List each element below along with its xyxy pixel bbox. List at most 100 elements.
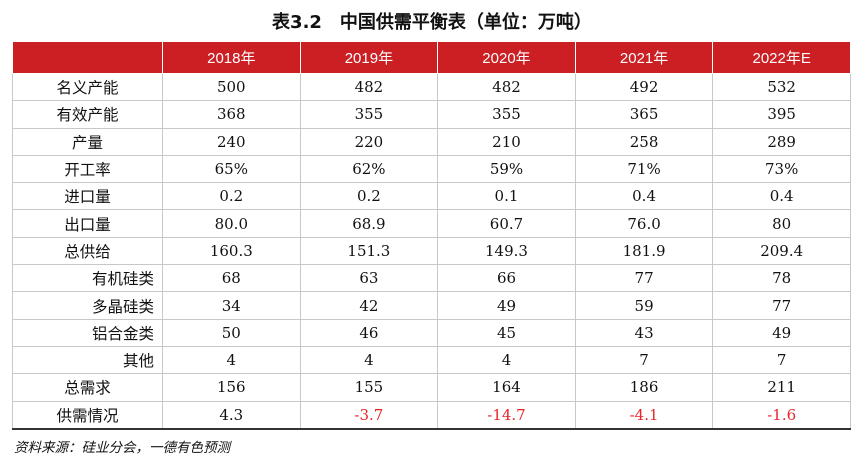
table-cell: 43 [574,318,714,347]
table-row: 名义产能 500 482 482 492 532 [12,72,851,102]
table-cell: -3.7 [299,400,439,430]
table-row: 有效产能 368 355 355 365 395 [12,100,851,129]
table-cell: 0.2 [299,182,439,211]
table-cell: -14.7 [437,400,576,430]
source-note: 资料来源：硅业分会，一德有色预测 [14,440,230,456]
table-cell: 209.4 [712,236,851,266]
row-label: 总供给 [12,236,163,266]
table-cell: 80 [712,209,851,238]
table-cell: 151.3 [299,236,439,266]
table-cell: 492 [574,72,714,102]
table-cell: 60.7 [437,209,576,238]
row-label: 开工率 [12,154,163,184]
row-label: 其他 [12,345,163,375]
table-cell: -4.1 [574,400,714,430]
table-cell: 164 [437,373,576,402]
table-row: 供需情况 4.3 -3.7 -14.7 -4.1 -1.6 [12,400,851,430]
table-cell: 365 [574,100,714,129]
table-row: 其他 4 4 4 7 7 [12,345,851,375]
table-cell: 355 [437,100,576,129]
table-cell: 45 [437,318,576,347]
row-label: 铝合金类 [12,318,163,347]
table-cell: 76.0 [574,209,714,238]
header-year-2018: 2018年 [162,42,301,74]
table-cell: 63 [299,264,439,293]
header-row: 2018年 2019年 2020年 2021年 2022年E [12,42,851,74]
table-row: 多晶硅类 34 42 49 59 77 [12,291,851,320]
table-cell: 7 [712,345,851,375]
table-cell: 7 [574,345,714,375]
table-cell: 77 [574,264,714,293]
table-cell: 160.3 [162,236,301,266]
table-row: 有机硅类 68 63 66 77 78 [12,264,851,293]
row-label: 有效产能 [12,100,163,129]
supply-demand-table: 2018年 2019年 2020年 2021年 2022年E 名义产能 500 48… [12,42,851,430]
table-cell: 220 [299,127,439,156]
header-year-2021: 2021年 [574,42,714,74]
table-cell: 71% [574,154,714,184]
row-label: 多晶硅类 [12,291,163,320]
table-cell: 4 [299,345,439,375]
row-label: 进口量 [12,182,163,211]
table-cell: 532 [712,72,851,102]
table-cell: 395 [712,100,851,129]
table-cell: 80.0 [162,209,301,238]
table-cell: 4 [437,345,576,375]
table-body: 名义产能 500 482 482 492 532 有效产能 368 355 355 365 395 产量… [12,72,851,430]
table-cell: 59% [437,154,576,184]
table-row: 总需求 156 155 164 186 211 [12,373,851,402]
table-cell: 4.3 [162,400,301,430]
table-cell: 149.3 [437,236,576,266]
table-cell: 77 [712,291,851,320]
table-cell: 59 [574,291,714,320]
table-cell: 49 [437,291,576,320]
table-cell: 4 [162,345,301,375]
table-cell: 66 [437,264,576,293]
table-title: 表3.2 中国供需平衡表（单位：万吨） [272,12,592,33]
table-cell: 50 [162,318,301,347]
table-cell: 78 [712,264,851,293]
header-year-2020: 2020年 [437,42,576,74]
table-cell: 0.2 [162,182,301,211]
table-cell: 49 [712,318,851,347]
row-label: 名义产能 [12,72,163,102]
header-year-2019: 2019年 [299,42,439,74]
table-row: 进口量 0.2 0.2 0.1 0.4 0.4 [12,182,851,211]
row-label: 出口量 [12,209,163,238]
table-cell: 0.4 [712,182,851,211]
table-row: 开工率 65% 62% 59% 71% 73% [12,154,851,184]
table-cell: 62% [299,154,439,184]
table-cell: 210 [437,127,576,156]
table-cell: 0.4 [574,182,714,211]
table-row: 总供给 160.3 151.3 149.3 181.9 209.4 [12,236,851,266]
header-year-2022e: 2022年E [712,42,851,74]
table-cell: 65% [162,154,301,184]
table-cell: 355 [299,100,439,129]
table-cell: 258 [574,127,714,156]
row-label: 总需求 [12,373,163,402]
table-cell: 240 [162,127,301,156]
table-cell: 156 [162,373,301,402]
table-row: 出口量 80.0 68.9 60.7 76.0 80 [12,209,851,238]
table-cell: 34 [162,291,301,320]
table-cell: 368 [162,100,301,129]
table-cell: 186 [574,373,714,402]
table-row: 产量 240 220 210 258 289 [12,127,851,156]
table-cell: 500 [162,72,301,102]
row-label: 有机硅类 [12,264,163,293]
row-label: 产量 [12,127,163,156]
row-label: 供需情况 [12,400,163,430]
table-cell: 482 [299,72,439,102]
table-cell: 42 [299,291,439,320]
table-cell: 289 [712,127,851,156]
table-cell: 0.1 [437,182,576,211]
header-blank-cell [12,42,163,74]
table-cell: 68 [162,264,301,293]
supply-demand-table-container: 2018年 2019年 2020年 2021年 2022年E 名义产能 500 48… [12,42,851,430]
table-cell: 68.9 [299,209,439,238]
table-row: 铝合金类 50 46 45 43 49 [12,318,851,347]
table-cell: -1.6 [712,400,851,430]
table-cell: 482 [437,72,576,102]
table-cell: 46 [299,318,439,347]
table-cell: 73% [712,154,851,184]
